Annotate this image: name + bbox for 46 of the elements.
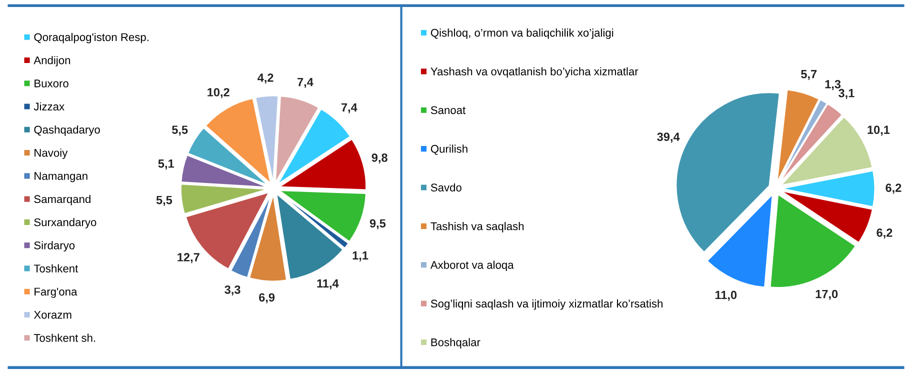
legend-label: Toshkent xyxy=(34,264,78,272)
data-label: 12,7 xyxy=(178,253,200,264)
legend-label: Yashash va ovqatlanish bo’yicha xizmatlar xyxy=(430,67,638,78)
legend-label: Sanoat xyxy=(430,106,466,114)
legend-label: Jizzax xyxy=(34,102,64,111)
data-label: 7,4 xyxy=(298,78,314,88)
legend-label: Xorazm xyxy=(34,310,72,319)
legend-label: Namangan xyxy=(34,172,88,182)
legend-label: Sirdaryo xyxy=(34,241,75,252)
legend-label: Toshkent sh. xyxy=(34,334,96,342)
data-label: 9,5 xyxy=(370,219,386,230)
data-label: 17,0 xyxy=(816,290,838,300)
legend-label: Surxandaryo xyxy=(34,218,96,228)
data-label: 6,9 xyxy=(259,293,275,304)
legend-label: Buxoro xyxy=(34,80,68,88)
data-label: 3,3 xyxy=(224,285,240,296)
legend-label: Farg'ona xyxy=(34,288,78,298)
data-label: 39,4 xyxy=(657,132,680,143)
data-label: 3,1 xyxy=(838,88,854,99)
data-label: 5,1 xyxy=(158,160,174,170)
data-label: 6,2 xyxy=(876,228,892,239)
data-label: 1,1 xyxy=(352,251,368,262)
legend-label: Qurilish xyxy=(430,144,468,155)
legend-label: Samarqand xyxy=(34,194,90,206)
legend-label: Boshqalar xyxy=(431,338,480,348)
legend-label: Qishloq, o’rmon va baliqchilik xo’jaligi xyxy=(430,28,614,39)
legend-label: Andijon xyxy=(34,56,70,66)
legend-label: Sog’liqni saqlash va ijtimoiy xizmatlar ko’rsatish xyxy=(430,299,662,310)
data-label: 5,5 xyxy=(156,196,172,206)
legend-label: Tashish va saqlash xyxy=(430,222,524,232)
data-label: 11,4 xyxy=(317,279,339,290)
data-label: 5,5 xyxy=(172,126,188,136)
data-label: 10,1 xyxy=(868,126,890,136)
data-label: 4,2 xyxy=(258,73,274,84)
data-label: 7,4 xyxy=(341,103,358,114)
data-label: 11,0 xyxy=(715,290,737,301)
data-label: 1,3 xyxy=(825,80,841,90)
legend-label: Qashqadaryo xyxy=(34,125,100,136)
legend-label: Savdo xyxy=(430,183,462,192)
legend-label: Qoraqalpog'iston Resp. xyxy=(34,32,148,44)
data-label: 5,7 xyxy=(801,70,817,80)
data-label: 6,2 xyxy=(886,184,902,194)
legend-label: Axborot va aloqa xyxy=(430,260,514,272)
legend-label: Navoiy xyxy=(34,148,68,159)
data-label: 9,8 xyxy=(372,153,388,164)
data-label: 10,2 xyxy=(208,88,230,98)
